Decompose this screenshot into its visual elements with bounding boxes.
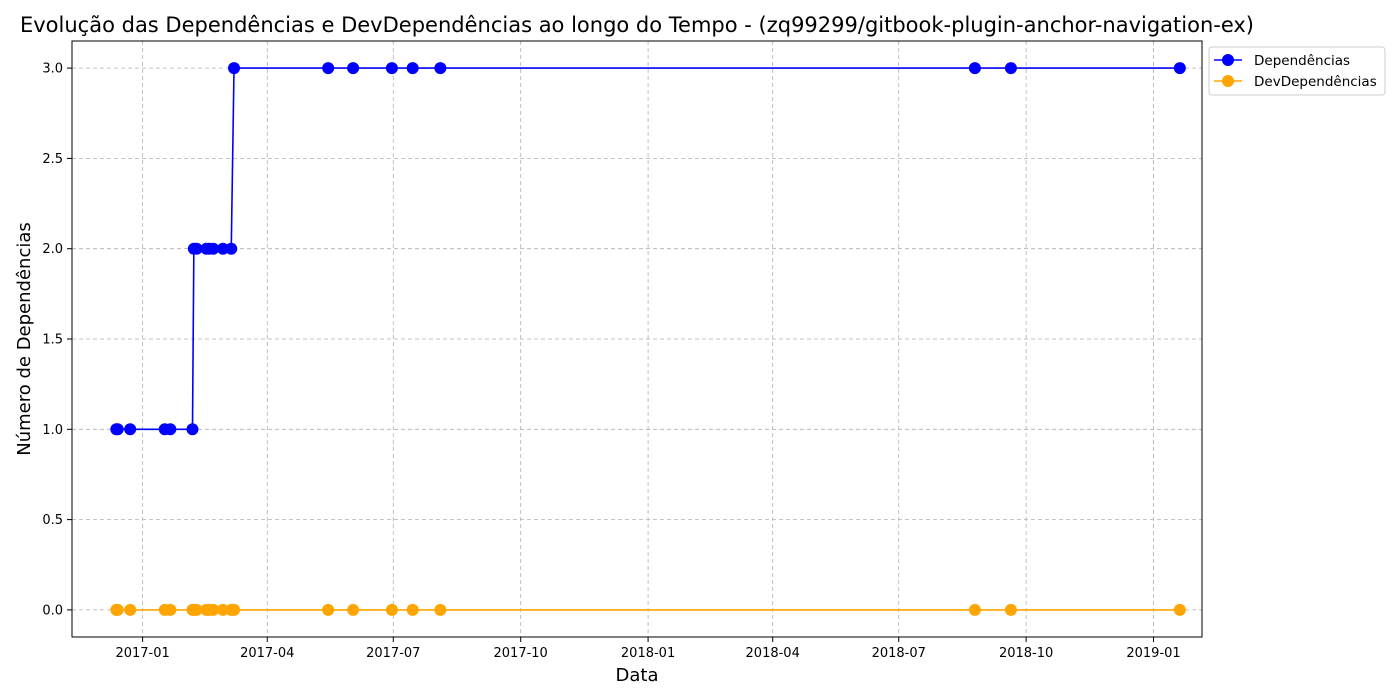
- data-point-devdependencias: [111, 603, 124, 616]
- data-point-dependencias: [111, 423, 124, 436]
- data-point-dependencias: [385, 62, 398, 75]
- data-point-devdependencias: [190, 603, 203, 616]
- y-tick-label: 2.0: [42, 242, 63, 257]
- x-tick-label: 2017-10: [494, 646, 548, 661]
- legend: Dependências DevDependências: [1208, 46, 1386, 96]
- data-point-devdependencias: [207, 603, 220, 616]
- data-point-dependencias: [207, 242, 220, 255]
- y-tick-label: 0.5: [42, 513, 63, 528]
- x-tick-label: 2017-04: [240, 646, 294, 661]
- data-point-dependencias: [1004, 62, 1017, 75]
- legend-marker-devdependencias: [1222, 75, 1234, 87]
- x-tick-label: 2018-04: [746, 646, 800, 661]
- data-point-dependencias: [1173, 62, 1186, 75]
- series-layer: [110, 62, 1186, 616]
- y-tick-label: 2.5: [42, 152, 63, 167]
- data-point-devdependencias: [228, 603, 241, 616]
- data-point-dependencias: [225, 242, 238, 255]
- data-point-devdependencias: [406, 603, 419, 616]
- data-point-devdependencias: [385, 603, 398, 616]
- data-point-dependencias: [406, 62, 419, 75]
- y-tick-label: 0.0: [42, 603, 63, 618]
- data-point-devdependencias: [347, 603, 360, 616]
- data-point-devdependencias: [124, 603, 137, 616]
- x-tick-label: 2018-01: [621, 646, 675, 661]
- data-point-devdependencias: [216, 603, 229, 616]
- data-point-dependencias: [124, 423, 137, 436]
- x-tick-label: 2018-10: [999, 646, 1053, 661]
- y-axis-title: Número de Dependências: [14, 222, 35, 456]
- x-tick-label: 2019-01: [1126, 646, 1180, 661]
- data-point-dependencias: [434, 62, 447, 75]
- data-point-devdependencias: [1004, 603, 1017, 616]
- data-point-devdependencias: [968, 603, 981, 616]
- x-tick-label: 2018-07: [872, 646, 926, 661]
- x-axis-title: Data: [616, 665, 659, 686]
- data-point-dependencias: [347, 62, 360, 75]
- chart-title: Evolução das Dependências e DevDependênc…: [20, 13, 1254, 37]
- legend-label-devdependencias: DevDependências: [1254, 74, 1377, 90]
- data-point-devdependencias: [434, 603, 447, 616]
- data-point-dependencias: [322, 62, 335, 75]
- legend-marker-dependencias: [1222, 54, 1234, 66]
- legend-label-dependencias: Dependências: [1254, 53, 1350, 69]
- y-tick-label: 1.5: [42, 333, 63, 348]
- data-point-dependencias: [164, 423, 177, 436]
- data-point-devdependencias: [164, 603, 177, 616]
- x-tick-label: 2017-01: [115, 646, 169, 661]
- y-axis: 0.0 0.5 1.0 1.5 2.0 2.5 3.0: [42, 62, 72, 618]
- data-point-dependencias: [186, 423, 199, 436]
- data-point-dependencias: [216, 242, 229, 255]
- legend-box: [1208, 46, 1386, 96]
- data-point-dependencias: [190, 242, 203, 255]
- data-point-dependencias: [228, 62, 241, 75]
- x-axis: 2017-01 2017-04 2017-07 2017-10 2018-01 2018-…: [115, 637, 1181, 661]
- y-tick-label: 3.0: [42, 62, 63, 77]
- x-tick-label: 2017-07: [366, 646, 420, 661]
- data-point-devdependencias: [322, 603, 335, 616]
- data-point-devdependencias: [1173, 603, 1186, 616]
- data-point-dependencias: [968, 62, 981, 75]
- y-tick-label: 1.0: [42, 423, 63, 438]
